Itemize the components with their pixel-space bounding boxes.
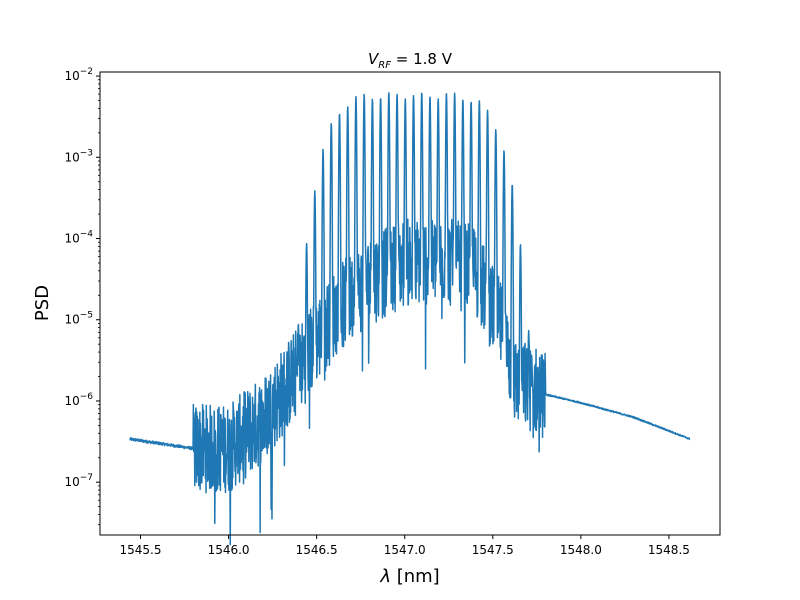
psd-series-line	[129, 92, 691, 546]
x-tick-label: 1548.5	[648, 543, 690, 557]
x-tick-label: 1546.0	[208, 543, 250, 557]
x-axis-label: λ [nm]	[379, 566, 439, 587]
x-tick-label: 1548.0	[560, 543, 602, 557]
x-tick-label: 1547.5	[472, 543, 514, 557]
y-tick-label: 10−2	[64, 67, 93, 83]
chart-title: VRF = 1.8 V	[368, 50, 453, 71]
x-axis: 1545.5 1546.0 1546.5 1547.0 1547.5 1548.0 1548…	[120, 535, 690, 557]
x-tick-label: 1545.5	[120, 543, 162, 557]
y-tick-label: 10−5	[64, 311, 93, 327]
y-tick-label: 10−6	[64, 392, 93, 408]
y-tick-label: 10−3	[64, 148, 93, 164]
x-tick-label: 1546.5	[296, 543, 338, 557]
y-axis-label: PSD	[32, 285, 53, 321]
y-tick-label: 10−7	[64, 473, 93, 489]
y-axis: 10−7 10−6 10−5 10−4 10−3 10−2	[64, 67, 100, 526]
x-tick-label: 1547.0	[384, 543, 426, 557]
y-tick-label: 10−4	[64, 230, 93, 246]
series-layer	[129, 92, 691, 546]
plot-frame	[99, 71, 721, 536]
